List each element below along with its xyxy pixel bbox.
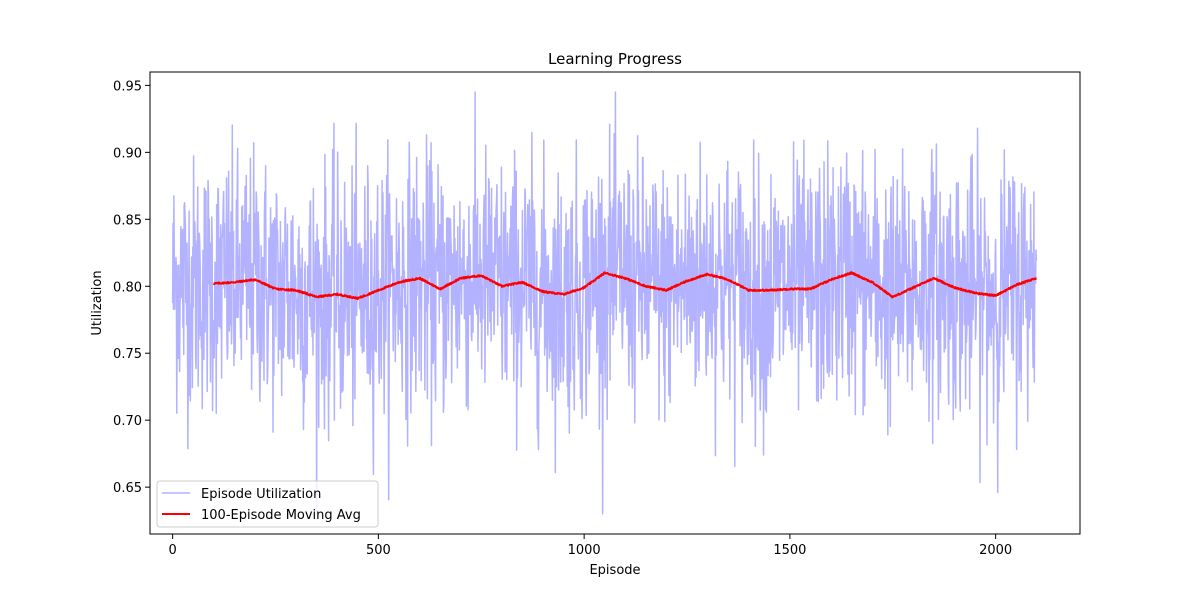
legend-label-moving-avg: 100-Episode Moving Avg <box>201 508 361 523</box>
x-tick-label: 1500 <box>773 543 806 558</box>
y-axis-label: Utilization <box>90 270 105 335</box>
x-axis: 0 500 1000 1500 2000 <box>168 534 1012 558</box>
plot-frame <box>149 71 1081 535</box>
x-tick-label: 2000 <box>979 543 1012 558</box>
series-episode-utilization <box>171 91 1038 515</box>
y-tick-label: 0.75 <box>113 347 142 362</box>
y-tick-label: 0.80 <box>113 280 142 295</box>
y-tick-label: 0.85 <box>113 213 142 228</box>
chart-title: Learning Progress <box>548 50 682 68</box>
y-tick-label: 0.65 <box>113 481 142 496</box>
plot-area <box>171 91 1038 515</box>
y-tick-label: 0.70 <box>113 414 142 429</box>
legend-label-episode-utilization: Episode Utilization <box>201 487 321 502</box>
x-tick-label: 1000 <box>568 543 601 558</box>
legend-box <box>156 480 379 528</box>
series-moving-avg <box>212 271 1037 301</box>
legend: Episode Utilization 100-Episode Moving A… <box>156 480 379 528</box>
x-tick-label: 0 <box>168 543 176 558</box>
y-tick-label: 0.90 <box>113 146 142 161</box>
x-tick-label: 500 <box>366 543 391 558</box>
x-axis-label: Episode <box>589 563 640 578</box>
y-axis: 0.65 0.70 0.75 0.80 0.85 0.90 0.95 <box>113 79 150 496</box>
y-tick-label: 0.95 <box>113 79 142 94</box>
